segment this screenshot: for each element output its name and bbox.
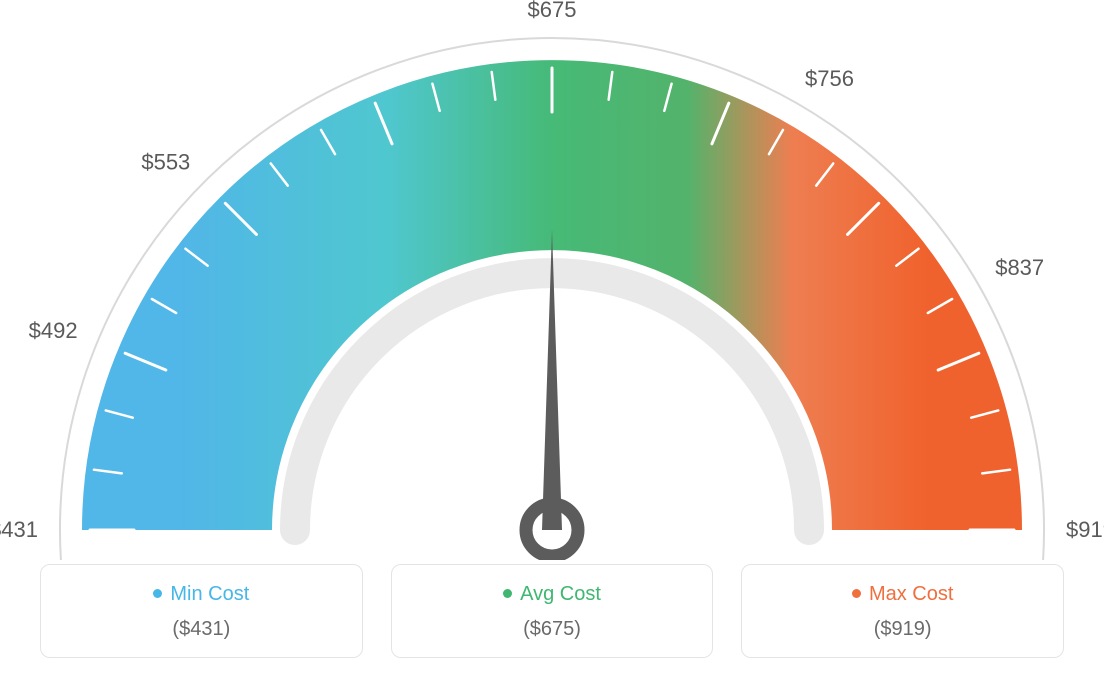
dot-icon: [852, 589, 861, 598]
dot-icon: [153, 589, 162, 598]
avg-cost-label: Avg Cost: [520, 583, 601, 605]
max-cost-title: Max Cost: [752, 583, 1053, 606]
cost-gauge: $431 $492 $553 $675 $756 $837 $919: [0, 0, 1104, 560]
max-cost-card: Max Cost ($919): [741, 564, 1064, 658]
avg-cost-value: ($675): [402, 618, 703, 641]
max-cost-label: Max Cost: [869, 583, 953, 605]
svg-text:$675: $675: [528, 0, 577, 22]
svg-text:$492: $492: [29, 318, 78, 343]
svg-text:$553: $553: [141, 149, 190, 174]
avg-cost-title: Avg Cost: [402, 583, 703, 606]
min-cost-value: ($431): [51, 618, 352, 641]
svg-text:$756: $756: [805, 66, 854, 91]
svg-text:$837: $837: [995, 255, 1044, 280]
min-cost-card: Min Cost ($431): [40, 564, 363, 658]
svg-text:$431: $431: [0, 517, 38, 542]
avg-cost-card: Avg Cost ($675): [391, 564, 714, 658]
dot-icon: [503, 589, 512, 598]
min-cost-title: Min Cost: [51, 583, 352, 606]
svg-text:$919: $919: [1066, 517, 1104, 542]
legend-cards: Min Cost ($431) Avg Cost ($675) Max Cost…: [0, 564, 1104, 658]
gauge-svg: $431 $492 $553 $675 $756 $837 $919: [0, 0, 1104, 560]
min-cost-label: Min Cost: [170, 583, 249, 605]
max-cost-value: ($919): [752, 618, 1053, 641]
